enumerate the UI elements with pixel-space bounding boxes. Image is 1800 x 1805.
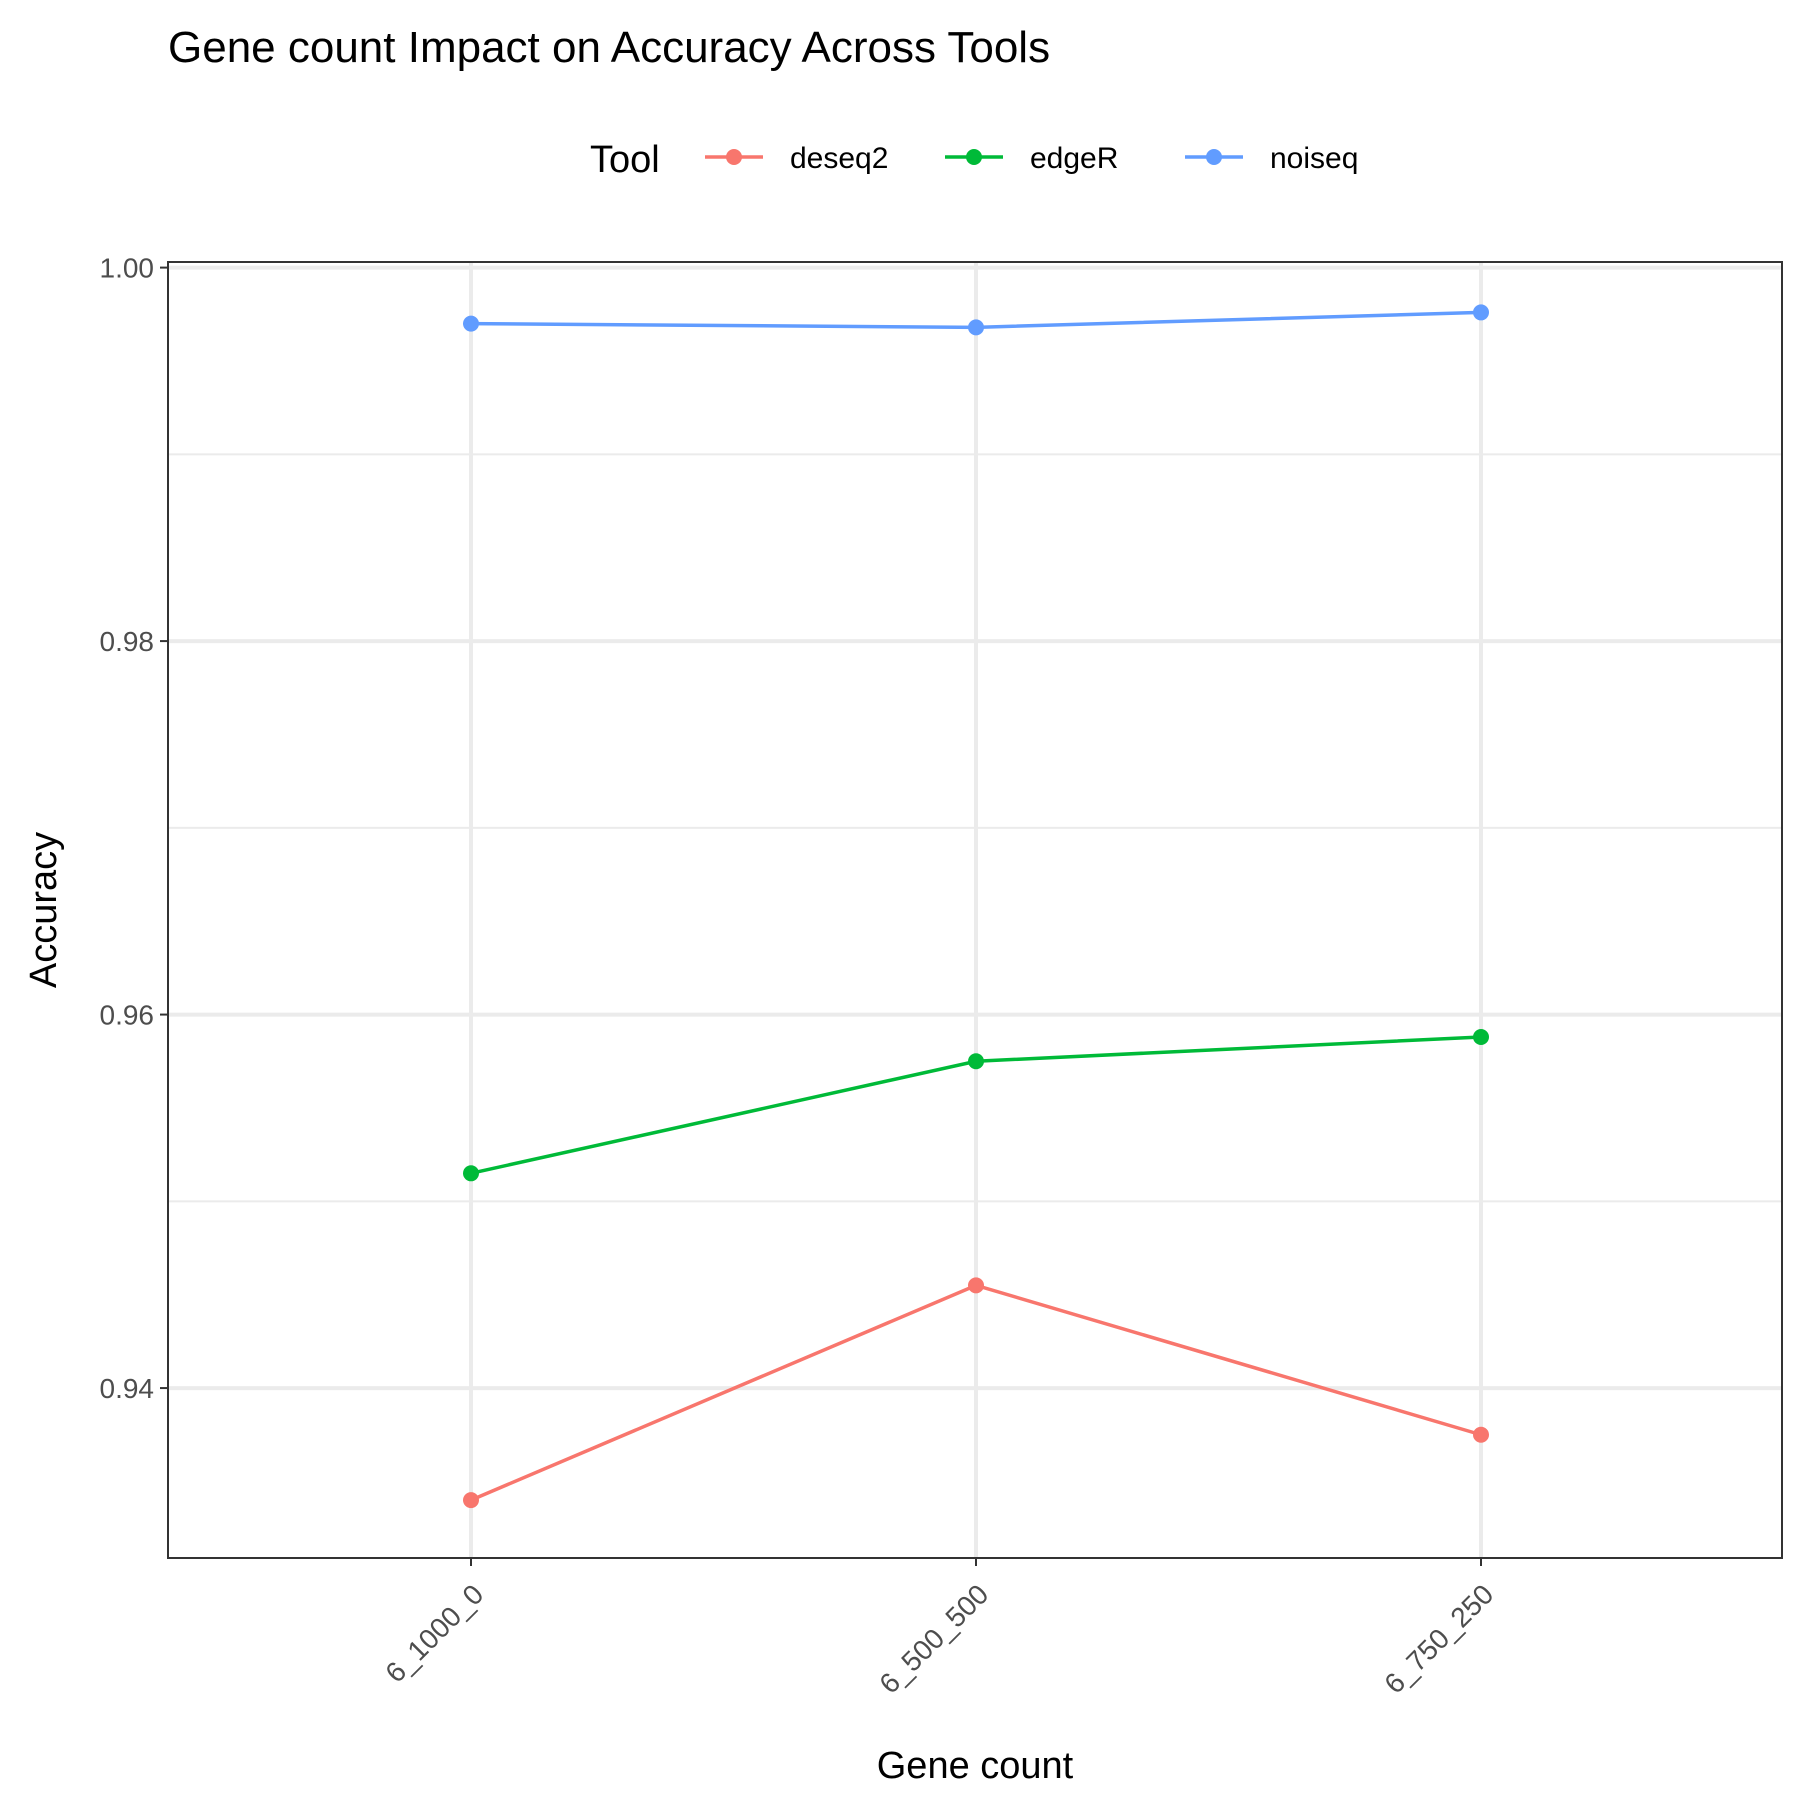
legend-label: edgeR — [1030, 142, 1118, 175]
y-tick-label: 0.94 — [100, 1373, 155, 1404]
data-point-noiseq — [463, 315, 479, 332]
data-point-deseq2 — [968, 1277, 984, 1294]
data-point-noiseq — [968, 319, 984, 336]
legend-items: deseq2 edgeR noiseq — [705, 142, 1358, 175]
data-point-edgeR — [463, 1165, 479, 1182]
legend-item-deseq2: deseq2 — [705, 142, 888, 175]
series-deseq2 — [463, 1277, 1489, 1509]
y-tick-label: 1.00 — [100, 253, 155, 284]
legend-item-edgeR: edgeR — [945, 142, 1118, 175]
legend-key-point — [1206, 149, 1222, 165]
data-point-edgeR — [1473, 1028, 1489, 1045]
data-point-deseq2 — [463, 1492, 479, 1509]
legend-label: noiseq — [1270, 142, 1358, 175]
chart-title: Gene count Impact on Accuracy Across Too… — [168, 23, 1050, 72]
data-point-edgeR — [968, 1053, 984, 1070]
data-point-noiseq — [1473, 304, 1489, 321]
series-edgeR — [463, 1028, 1489, 1182]
data-point-deseq2 — [1473, 1426, 1489, 1443]
y-tick-label: 0.98 — [100, 626, 155, 657]
legend-label: deseq2 — [790, 142, 888, 175]
x-axis-title: Gene count — [877, 1745, 1074, 1787]
legend-key-point — [966, 149, 982, 165]
series-noiseq — [463, 304, 1489, 336]
y-tick-label: 0.96 — [100, 1000, 155, 1031]
grid — [168, 262, 1782, 1558]
legend-key-point — [726, 149, 742, 165]
series-group — [463, 304, 1489, 1509]
legend-title: Tool — [590, 139, 660, 181]
legend-item-noiseq: noiseq — [1185, 142, 1358, 175]
y-axis: 0.94 0.96 0.98 1.00 — [100, 253, 168, 1404]
y-axis-title: Accuracy — [23, 832, 65, 988]
legend: Tool deseq2 edgeR noiseq — [590, 139, 1358, 181]
